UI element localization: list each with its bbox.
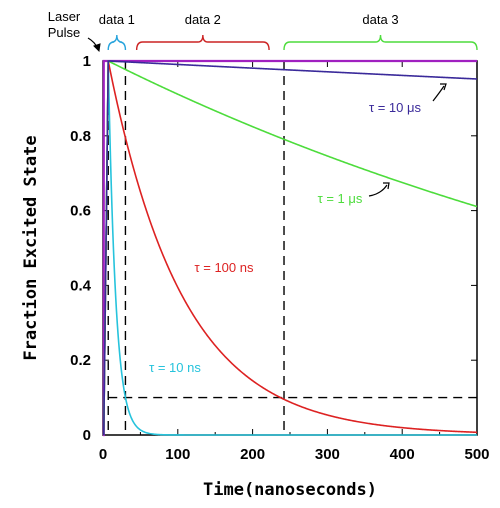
tau-1us-arrow bbox=[368, 184, 388, 197]
chart-labels: τ = 10 μs τ = 1 μs τ = 100 ns τ = 10 ns Lase… bbox=[48, 9, 447, 375]
tau-10us-arrow bbox=[432, 85, 445, 102]
tau-10us-arrowhead bbox=[440, 83, 447, 91]
y-tick-label: 0.8 bbox=[70, 128, 91, 145]
y-tick-label: 0 bbox=[83, 427, 91, 444]
axis-ticks: 0 100 200 300 400 500 0 0.2 0.4 0.6 0.8 1 bbox=[70, 53, 489, 463]
tau-1us-arrowhead bbox=[383, 182, 390, 190]
series-line bbox=[102, 60, 478, 436]
data-window-label: data 2 bbox=[185, 12, 221, 27]
y-tick-label: 0.4 bbox=[70, 277, 92, 294]
series-line bbox=[102, 60, 478, 436]
series-label: τ = 10 ns bbox=[149, 360, 201, 375]
x-tick-label: 300 bbox=[315, 446, 340, 463]
series-lines bbox=[102, 59, 478, 437]
data-window-bracket bbox=[107, 34, 127, 51]
x-tick-label: 0 bbox=[99, 446, 107, 463]
data-window-bracket bbox=[283, 34, 478, 51]
series-label: τ = 10 μs bbox=[369, 100, 422, 115]
data-window-label: data 1 bbox=[99, 12, 135, 27]
laser-arrowhead bbox=[93, 43, 101, 53]
laser-label-line2: Pulse bbox=[48, 25, 81, 40]
series-line bbox=[102, 60, 478, 436]
y-tick-label: 0.6 bbox=[70, 203, 91, 220]
series-label: τ = 1 μs bbox=[318, 191, 363, 206]
dashed-guides bbox=[107, 61, 477, 435]
y-axis-title: Fraction Excited State bbox=[21, 135, 41, 360]
plot-frame bbox=[102, 60, 478, 436]
laser-pulse-line bbox=[102, 59, 477, 437]
x-axis-title: Time(nanoseconds) bbox=[203, 480, 377, 500]
y-tick-label: 1 bbox=[83, 53, 91, 70]
series-line bbox=[102, 60, 477, 436]
x-tick-label: 100 bbox=[165, 446, 190, 463]
series-label: τ = 100 ns bbox=[195, 260, 254, 275]
x-tick-label: 200 bbox=[240, 446, 265, 463]
laser-label-line1: Laser bbox=[48, 9, 81, 24]
y-tick-label: 0.2 bbox=[70, 352, 91, 369]
data-window-label: data 3 bbox=[362, 12, 398, 27]
data-window-brackets: data 1 data 2 data 3 bbox=[99, 12, 478, 51]
x-tick-label: 500 bbox=[464, 446, 489, 463]
x-tick-label: 400 bbox=[390, 446, 415, 463]
data-window-bracket bbox=[135, 34, 270, 51]
